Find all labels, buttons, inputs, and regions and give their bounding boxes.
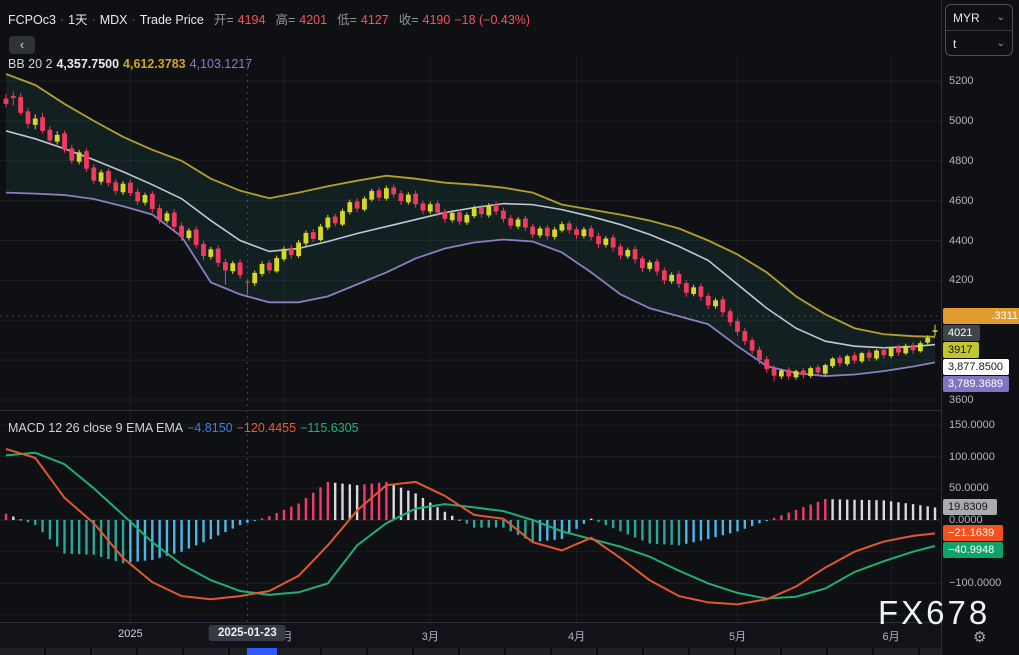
axis-price-tag: 19.8309 [943,499,997,516]
price-scale[interactable]: MYR ⌄ t ⌄ 5200 5000 4800 4600 4400 4200 3600 15… [941,0,1019,655]
legend-item: FCPOc3 [8,13,56,27]
legend-item: · [131,13,136,27]
legend-item: 4,357.7500 [56,57,120,71]
legend-item: −120.4455 [236,421,297,435]
axis-price-tag: 3,789.3689 [943,376,1009,392]
data-range-strip [0,648,1019,655]
axis-tick-label: 5200 [949,75,974,87]
axis-price-tag: −40.9948 [943,542,1003,559]
axis-price-tag: 4021 [943,325,980,341]
legend-item: · [91,13,96,27]
legend-item: 1天 [68,13,88,27]
legend-item: 4127 [360,13,389,27]
axis-price-tag: .3311 [943,308,1019,324]
unit-dropdown[interactable]: t ⌄ [946,31,1012,56]
currency-value: MYR [953,10,980,25]
unit-value: t [953,36,957,51]
legend-item: −115.6305 [300,421,359,435]
price-and-macd-chart-canvas[interactable] [0,0,941,655]
legend-item: · [59,13,65,27]
chevron-down-icon: ⌄ [996,12,1005,23]
legend-item: 4,103.1217 [189,57,253,71]
chevron-down-icon: ⌄ [996,38,1005,49]
time-axis-label: 5月 [728,631,747,643]
time-axis-label: 4月 [568,631,586,643]
axis-tick-label: 100.0000 [949,450,995,463]
legend-item: 开= [213,13,234,27]
bb-indicator-legend: BB 20 2 4,357.7500 4,612.3783 4,103.1217 [8,57,256,71]
axis-tick-label: 5000 [949,114,974,127]
selected-range-marker [247,648,277,655]
fx678-watermark: FX678 [878,594,991,631]
legend-item: 4,612.3783 [123,57,186,71]
axis-price-tag: 3,877.8500 [943,359,1009,375]
time-axis-label: 2025 [118,628,143,640]
legend-item: 收= [398,13,419,27]
legend-item: −4.8150 [187,421,233,435]
axis-tick-label: 150.0000 [949,418,995,431]
legend-item: MACD 12 26 close 9 EMA EMA [8,421,184,435]
axis-tick-label: 0.0000 [949,514,983,526]
chevron-left-icon: ‹ [19,37,25,52]
legend-item: MDX [99,13,128,27]
axis-tick-label: 4600 [949,194,974,207]
legend-item: BB 20 2 [8,57,53,71]
axis-tick-label: 4400 [949,234,974,247]
time-axis-label: 3月 [421,631,439,643]
time-scale[interactable]: 2025-01-23 20252月3月4月5月6月 [0,622,941,648]
time-axis-label: 6月 [882,631,900,643]
gear-icon[interactable]: ⚙ [973,629,987,646]
axis-price-tag: −21.1639 [943,525,1003,542]
legend-item: Trade Price [139,13,204,27]
symbol-legend: FCPOc3 · 1天 · MDX · Trade Price 开= 4194 高= 4201 低= 4… [8,9,534,28]
legend-item: 高= [275,13,296,27]
axis-tick-label: 3600 [949,394,974,406]
legend-item: 低= [337,13,357,27]
axis-tick-label: 4200 [949,274,974,287]
back-button[interactable]: ‹ [9,36,35,54]
axis-tick-label: −100.0000 [949,577,1002,590]
scale-settings-box: MYR ⌄ t ⌄ [945,4,1013,56]
axis-price-tag: 3917 [943,342,979,358]
legend-item: 4190 [422,13,451,27]
currency-dropdown[interactable]: MYR ⌄ [946,5,1012,31]
crosshair-date-tag: 2025-01-23 [208,625,286,641]
axis-tick-label: 50.0000 [949,482,989,495]
axis-tick-label: 4800 [949,154,974,167]
legend-item: 4201 [299,13,328,27]
legend-item: −18 (−0.43%) [454,13,531,27]
macd-indicator-legend: MACD 12 26 close 9 EMA EMA −4.8150 −120.44… [8,421,363,435]
legend-item: 4194 [237,13,266,27]
